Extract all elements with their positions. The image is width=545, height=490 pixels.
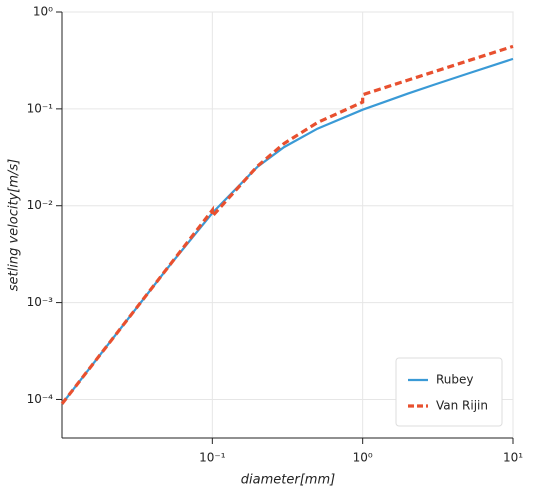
y-tick-label: 10⁻¹ [27,101,54,115]
y-tick-label: 10⁻² [27,198,54,212]
series-line [60,44,514,405]
x-tick-label: 10⁻¹ [199,451,226,465]
x-tick-label: 10⁰ [353,451,373,465]
legend-label: Rubey [436,373,474,387]
y-tick-label: 10⁻⁴ [27,392,54,406]
y-tick-label: 10⁻³ [27,295,54,309]
x-axis-label: diameter[mm] [241,473,335,488]
legend-box [395,357,503,427]
legend-label: Van Rijin [436,399,488,413]
y-axis-label: setling velocity[m/s] [7,159,22,291]
x-tick-label: 10¹ [503,451,523,465]
y-tick-label: 10⁰ [33,5,53,19]
